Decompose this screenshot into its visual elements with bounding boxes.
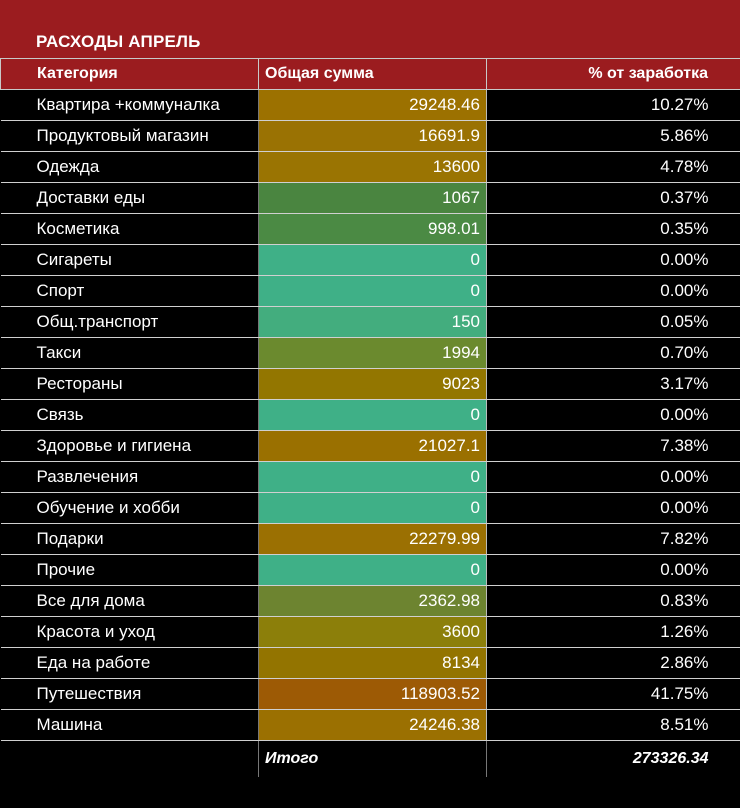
percent-cell[interactable]: 0.05% xyxy=(486,306,740,338)
table-row: Доставки еды 1067 0.37% xyxy=(0,182,740,214)
header-percent[interactable]: % от заработка xyxy=(486,58,740,90)
amount-cell[interactable]: 9023 xyxy=(258,368,487,400)
table-row: Красота и уход 3600 1.26% xyxy=(0,616,740,648)
category-cell[interactable]: Спорт xyxy=(0,275,259,307)
percent-cell[interactable]: 0.00% xyxy=(486,492,740,524)
category-cell[interactable]: Еда на работе xyxy=(0,647,259,679)
amount-cell[interactable]: 150 xyxy=(258,306,487,338)
category-cell[interactable]: Подарки xyxy=(0,523,259,555)
table-row: Развлечения 0 0.00% xyxy=(0,461,740,493)
amount-cell[interactable]: 3600 xyxy=(258,616,487,648)
amount-cell[interactable]: 0 xyxy=(258,399,487,431)
amount-cell[interactable]: 0 xyxy=(258,275,487,307)
table-row: Путешествия 118903.52 41.75% xyxy=(0,678,740,710)
header-row: Категория Общая сумма % от заработка xyxy=(0,58,740,90)
category-cell[interactable]: Сигареты xyxy=(0,244,259,276)
table-row: Спорт 0 0.00% xyxy=(0,275,740,307)
percent-cell[interactable]: 0.00% xyxy=(486,399,740,431)
percent-cell[interactable]: 0.00% xyxy=(486,275,740,307)
total-blank-cell[interactable] xyxy=(0,740,259,777)
percent-cell[interactable]: 1.26% xyxy=(486,616,740,648)
table-row: Обучение и хобби 0 0.00% xyxy=(0,492,740,524)
percent-cell[interactable]: 8.51% xyxy=(486,709,740,741)
table-row: Косметика 998.01 0.35% xyxy=(0,213,740,245)
category-cell[interactable]: Красота и уход xyxy=(0,616,259,648)
percent-cell[interactable]: 2.86% xyxy=(486,647,740,679)
category-cell[interactable]: Прочие xyxy=(0,554,259,586)
amount-cell[interactable]: 0 xyxy=(258,554,487,586)
percent-cell[interactable]: 7.82% xyxy=(486,523,740,555)
amount-cell[interactable]: 22279.99 xyxy=(258,523,487,555)
percent-cell[interactable]: 0.37% xyxy=(486,182,740,214)
amount-cell[interactable]: 29248.46 xyxy=(258,89,487,121)
table-row: Общ.транспорт 150 0.05% xyxy=(0,306,740,338)
category-cell[interactable]: Связь xyxy=(0,399,259,431)
percent-cell[interactable]: 0.00% xyxy=(486,554,740,586)
amount-cell[interactable]: 16691.9 xyxy=(258,120,487,152)
amount-cell[interactable]: 8134 xyxy=(258,647,487,679)
amount-cell[interactable]: 0 xyxy=(258,244,487,276)
category-cell[interactable]: Такси xyxy=(0,337,259,369)
percent-cell[interactable]: 4.78% xyxy=(486,151,740,183)
category-cell[interactable]: Рестораны xyxy=(0,368,259,400)
table-row: Продуктовый магазин 16691.9 5.86% xyxy=(0,120,740,152)
category-cell[interactable]: Здоровье и гигиена xyxy=(0,430,259,462)
amount-cell[interactable]: 0 xyxy=(258,492,487,524)
table-row: Рестораны 9023 3.17% xyxy=(0,368,740,400)
category-cell[interactable]: Общ.транспорт xyxy=(0,306,259,338)
percent-cell[interactable]: 0.70% xyxy=(486,337,740,369)
percent-cell[interactable]: 5.86% xyxy=(486,120,740,152)
category-cell[interactable]: Все для дома xyxy=(0,585,259,617)
table-row: Квартира +коммуналка 29248.46 10.27% xyxy=(0,89,740,121)
table-row: Сигареты 0 0.00% xyxy=(0,244,740,276)
table-row: Подарки 22279.99 7.82% xyxy=(0,523,740,555)
percent-cell[interactable]: 0.83% xyxy=(486,585,740,617)
header-category[interactable]: Категория xyxy=(0,58,259,90)
table-row: Одежда 13600 4.78% xyxy=(0,151,740,183)
table-row: Здоровье и гигиена 21027.1 7.38% xyxy=(0,430,740,462)
header-amount[interactable]: Общая сумма xyxy=(258,58,487,90)
category-cell[interactable]: Косметика xyxy=(0,213,259,245)
amount-cell[interactable]: 1067 xyxy=(258,182,487,214)
amount-cell[interactable]: 2362.98 xyxy=(258,585,487,617)
table-row: Такси 1994 0.70% xyxy=(0,337,740,369)
category-cell[interactable]: Обучение и хобби xyxy=(0,492,259,524)
category-cell[interactable]: Развлечения xyxy=(0,461,259,493)
amount-cell[interactable]: 13600 xyxy=(258,151,487,183)
total-value[interactable]: 273326.34 xyxy=(632,750,709,767)
table-row: Связь 0 0.00% xyxy=(0,399,740,431)
amount-cell[interactable]: 24246.38 xyxy=(258,709,487,741)
title-bar: РАСХОДЫ АПРЕЛЬ xyxy=(0,0,740,58)
table-row: Еда на работе 8134 2.86% xyxy=(0,647,740,679)
amount-cell[interactable]: 998.01 xyxy=(258,213,487,245)
total-label[interactable]: Итого xyxy=(258,740,487,777)
table-row: Машина 24246.38 8.51% xyxy=(0,709,740,741)
percent-cell[interactable]: 0.35% xyxy=(486,213,740,245)
percent-cell[interactable]: 0.00% xyxy=(486,461,740,493)
amount-cell[interactable]: 0 xyxy=(258,461,487,493)
expenses-table: Категория Общая сумма % от заработка Ква… xyxy=(0,58,740,777)
category-cell[interactable]: Одежда xyxy=(0,151,259,183)
total-row: Итого 273326.34 xyxy=(0,740,740,777)
category-cell[interactable]: Путешествия xyxy=(0,678,259,710)
percent-cell[interactable]: 7.38% xyxy=(486,430,740,462)
category-cell[interactable]: Квартира +коммуналка xyxy=(0,89,259,121)
amount-cell[interactable]: 118903.52 xyxy=(258,678,487,710)
table-row: Прочие 0 0.00% xyxy=(0,554,740,586)
category-cell[interactable]: Доставки еды xyxy=(0,182,259,214)
percent-cell[interactable]: 10.27% xyxy=(486,89,740,121)
percent-cell[interactable]: 3.17% xyxy=(486,368,740,400)
percent-cell[interactable]: 0.00% xyxy=(486,244,740,276)
sheet-title: РАСХОДЫ АПРЕЛЬ xyxy=(36,32,201,51)
table-row: Все для дома 2362.98 0.83% xyxy=(0,585,740,617)
category-cell[interactable]: Машина xyxy=(0,709,259,741)
amount-cell[interactable]: 1994 xyxy=(258,337,487,369)
category-cell[interactable]: Продуктовый магазин xyxy=(0,120,259,152)
amount-cell[interactable]: 21027.1 xyxy=(258,430,487,462)
percent-cell[interactable]: 41.75% xyxy=(486,678,740,710)
